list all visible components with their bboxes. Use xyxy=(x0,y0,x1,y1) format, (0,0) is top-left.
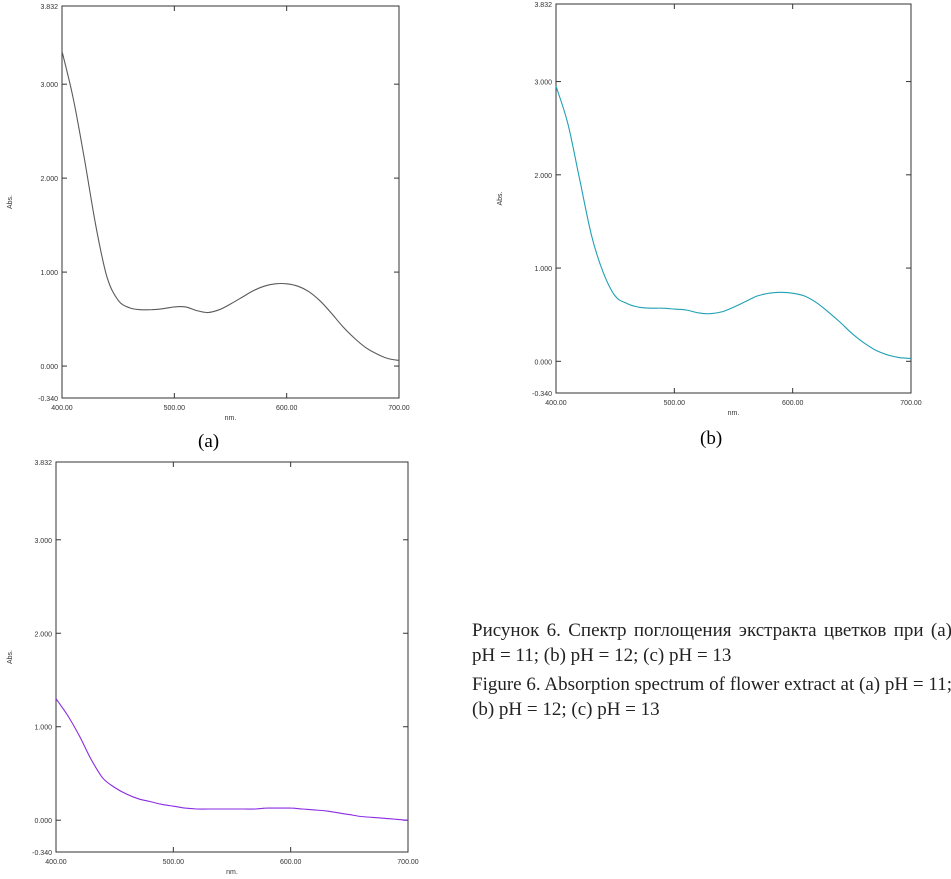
x-tick-label: 400.00 xyxy=(45,859,67,866)
y-axis-label: Abs. xyxy=(7,195,14,209)
caption-ru: Рисунок 6. Спектр поглощения экстракта ц… xyxy=(472,620,951,666)
y-tick-label: 3.832 xyxy=(40,4,58,11)
y-tick-label: 1.000 xyxy=(34,725,52,732)
y-tick-label: 3.832 xyxy=(534,2,552,9)
plot-frame xyxy=(555,3,912,394)
plot-frame xyxy=(55,461,409,853)
x-tick-label: 700.00 xyxy=(397,859,419,866)
series-line xyxy=(555,86,912,360)
x-tick-label: 500.00 xyxy=(163,859,185,866)
x-tick-label: 700.00 xyxy=(900,400,922,407)
x-tick-label: 600.00 xyxy=(280,859,302,866)
x-tick-label: 600.00 xyxy=(276,405,298,412)
x-tick-label: 400.00 xyxy=(545,400,567,407)
y-tick-label: -0.340 xyxy=(532,391,552,398)
y-tick-label: -0.340 xyxy=(38,396,58,403)
y-tick-label: 0.000 xyxy=(534,359,552,366)
plot-frame xyxy=(61,5,400,399)
y-axis-label: Abs. xyxy=(497,191,504,205)
y-tick-label: 2.000 xyxy=(40,176,58,183)
y-tick-label: 3.000 xyxy=(534,80,552,87)
series-line xyxy=(61,51,400,361)
spectrum-chart-c: -0.340 0.000 1.000 2.000 3.000 3.832 400.00 500… xyxy=(7,460,419,876)
y-tick-label: 2.000 xyxy=(34,631,52,638)
y-tick-label: 3.000 xyxy=(34,538,52,545)
x-tick-label: 600.00 xyxy=(782,400,804,407)
y-tick-label: 1.000 xyxy=(40,270,58,277)
panel-label-b: (b) xyxy=(700,428,723,449)
spectrum-chart-a: -0.340 0.000 1.000 2.000 3.000 3.832 400.00 500… xyxy=(7,4,410,420)
y-tick-label: 2.000 xyxy=(534,173,552,180)
x-tick-label: 500.00 xyxy=(664,400,686,407)
y-tick-label: 1.000 xyxy=(534,266,552,273)
x-tick-label: 400.00 xyxy=(51,405,73,412)
y-tick-label: 3.000 xyxy=(40,82,58,89)
y-tick-label: 0.000 xyxy=(40,364,58,371)
caption-en: Figure 6. Absorption spectrum of flower … xyxy=(472,674,951,720)
x-axis-label: nm. xyxy=(225,415,237,420)
spectrum-chart-b: -0.340 0.000 1.000 2.000 3.000 3.832 400.00 500… xyxy=(497,2,922,417)
series-line xyxy=(55,698,409,821)
y-tick-label: -0.340 xyxy=(32,850,52,857)
x-axis-label: nm. xyxy=(728,410,740,417)
x-tick-label: 700.00 xyxy=(388,405,410,412)
y-tick-label: 0.000 xyxy=(34,818,52,825)
x-axis-label: nm. xyxy=(226,869,238,876)
panel-label-a: (a) xyxy=(198,431,220,452)
y-axis-label: Abs. xyxy=(7,650,14,664)
x-tick-label: 500.00 xyxy=(164,405,186,412)
y-tick-label: 3.832 xyxy=(34,460,52,467)
